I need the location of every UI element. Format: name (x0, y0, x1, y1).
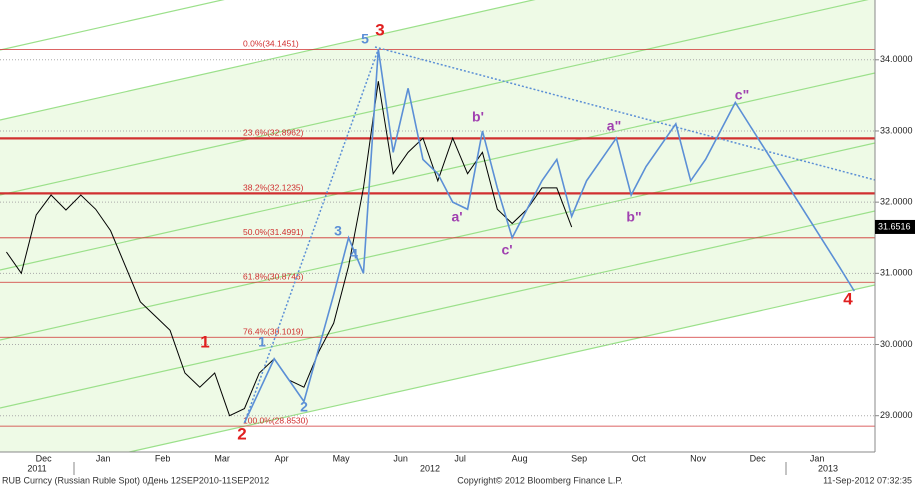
fib-label: 61.8%(30.8746) (243, 272, 304, 282)
x-tick-label: Apr (275, 453, 289, 463)
x-tick-label: Jun (393, 453, 408, 463)
wave-label: c' (501, 242, 512, 258)
fib-label: 50.0%(31.4991) (243, 227, 304, 237)
fib-levels: 0.0%(34.1451) 23.6%(32.8962) 38.2%(32.1235… (0, 39, 875, 427)
wave-label: 1 (258, 334, 266, 350)
x-year-label: 2012 (420, 463, 440, 473)
x-tick-label: Oct (632, 453, 647, 463)
channel-line (0, 0, 536, 121)
x-tick-label: Jan (810, 453, 825, 463)
channel-line (0, 72, 875, 271)
y-tick-label: 31.0000 (880, 268, 913, 278)
wave-label: 4 (350, 246, 358, 262)
grid (0, 59, 875, 417)
wave-label: b" (626, 209, 641, 225)
x-tick-label: Mar (214, 453, 230, 463)
y-tick-label: 32.0000 (880, 197, 913, 207)
x-tick-label: Sep (571, 453, 587, 463)
y-tick-label: 33.0000 (880, 125, 913, 135)
channel-line (0, 0, 869, 196)
channel-line (0, 0, 225, 51)
wave-label: 3 (334, 223, 342, 239)
wave-label: 2 (237, 424, 246, 443)
y-tick-label: 29.0000 (880, 410, 913, 420)
x-year-label: 2011 (27, 463, 46, 473)
last-price-box (875, 219, 915, 234)
footer-center: Copyright© 2012 Bloomberg Finance L.P. (457, 475, 623, 485)
channel-line (126, 284, 875, 452)
series (6, 48, 855, 424)
series-line (243, 49, 855, 424)
wave-label: 3 (375, 20, 384, 39)
x-tick-label: May (333, 453, 351, 463)
x-tick-label: Feb (155, 453, 171, 463)
axis-labels: 29.0000 30.0000 31.0000 32.0000 33.0000 34.00… (27, 54, 915, 473)
wave-label: a' (451, 209, 462, 225)
fib-label: 100.0%(28.8530) (243, 415, 308, 425)
channel-line (0, 210, 875, 409)
fib-label: 76.4%(30.1019) (243, 327, 304, 337)
fib-label: 38.2%(32.1235) (243, 183, 304, 193)
wave-label: b' (472, 109, 484, 125)
footer-right: 11-Sep-2012 07:32:35 (823, 475, 912, 485)
wave-label: a" (607, 118, 621, 134)
fib-label: 0.0%(34.1451) (243, 39, 299, 49)
footer-left: RUB Curncy (Russian Ruble Spot) 0День 12… (2, 475, 269, 485)
y-tick-label: 30.0000 (880, 339, 913, 349)
x-tick-label: Aug (512, 453, 528, 463)
x-tick-label: Dec (750, 453, 767, 463)
wave-label: 1 (200, 332, 209, 351)
wave-label: 4 (843, 289, 853, 308)
x-tick-label: Nov (690, 453, 707, 463)
last-price-label: 31.6516 (878, 221, 911, 231)
channel-lines (0, 0, 875, 452)
channel-fill (0, 0, 875, 452)
x-tick-label: Jul (454, 453, 466, 463)
wave-label: 2 (300, 399, 308, 415)
x-year-label: 2013 (818, 463, 838, 473)
x-tick-label: Jan (96, 453, 111, 463)
y-tick-label: 34.0000 (880, 54, 913, 64)
x-tick-label: Dec (36, 453, 53, 463)
fib-label: 23.6%(32.8962) (243, 128, 304, 138)
channel (0, 0, 875, 452)
wave-label: c" (735, 87, 749, 103)
wave-label: 5 (361, 31, 369, 47)
